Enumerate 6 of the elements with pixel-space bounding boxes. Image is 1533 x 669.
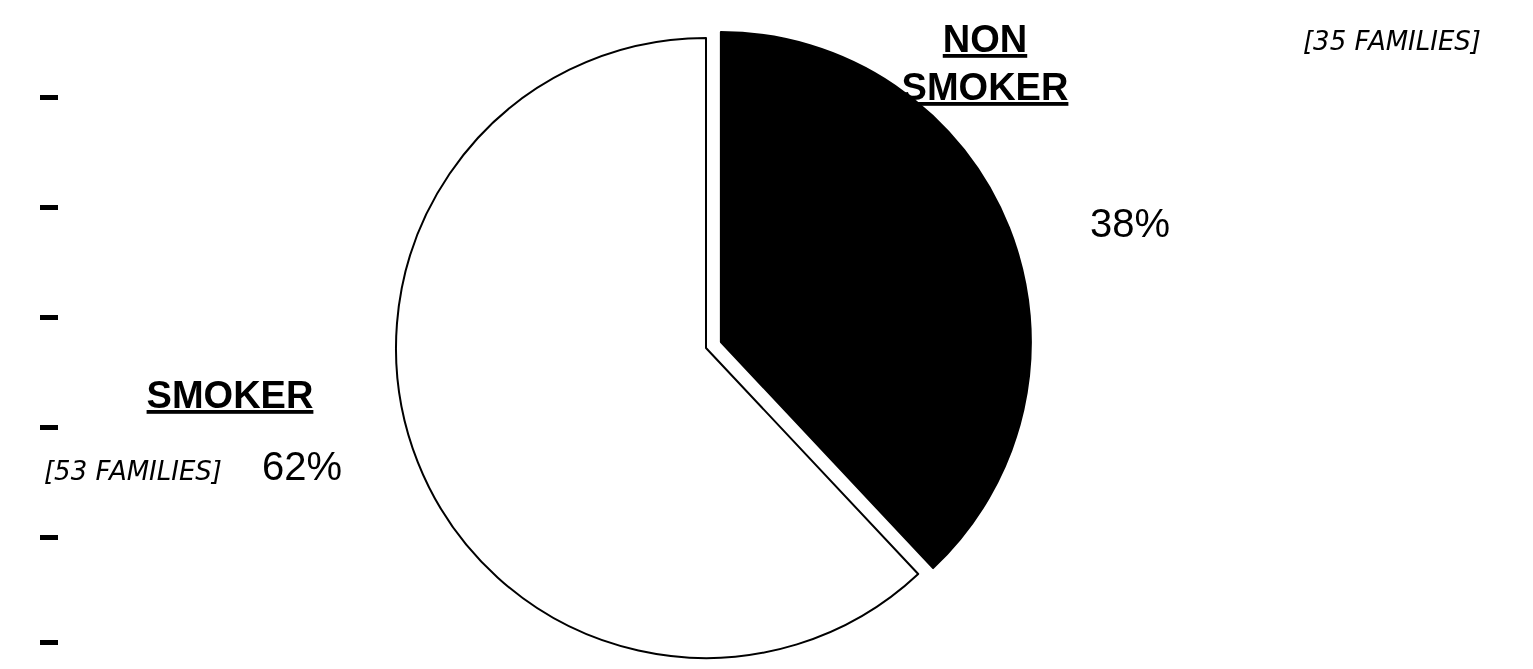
text: [35 FAMILIES] bbox=[1302, 26, 1482, 56]
text: [53 FAMILIES] bbox=[43, 456, 222, 486]
slice-label: SMOKER bbox=[146, 374, 314, 416]
data-label: 62% bbox=[261, 444, 343, 488]
data-label: 38% bbox=[1089, 201, 1171, 245]
slice-label: NON SMOKER bbox=[901, 18, 1069, 108]
